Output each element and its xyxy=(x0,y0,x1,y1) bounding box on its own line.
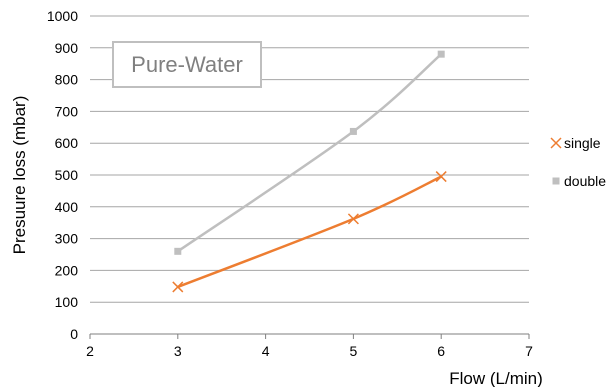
y-tick-label: 300 xyxy=(55,231,79,247)
series-line-double xyxy=(177,53,443,253)
y-tick-label: 0 xyxy=(70,326,78,342)
y-axis-label: Presuure loss (mbar) xyxy=(10,96,29,255)
y-tick-label: 500 xyxy=(55,167,79,183)
y-tick-label: 100 xyxy=(55,294,79,310)
y-tick-label: 900 xyxy=(55,40,79,56)
y-tick-label: 400 xyxy=(55,199,79,215)
legend-label-double: double xyxy=(564,173,606,189)
data-point-double xyxy=(437,50,445,58)
series-line-single xyxy=(177,175,442,289)
marker-stroke xyxy=(172,281,184,293)
x-tick-label: 4 xyxy=(262,343,270,359)
data-point-double xyxy=(349,127,357,135)
annotation-label: Pure-Water xyxy=(131,52,243,77)
marker-stroke xyxy=(347,213,359,225)
y-tick-label: 1000 xyxy=(47,8,78,24)
x-tick-labels: 2 3 4 5 6 7 xyxy=(86,343,533,359)
x-tick-label: 2 xyxy=(86,343,94,359)
x-tick-label: 6 xyxy=(437,343,445,359)
y-tick-label: 200 xyxy=(55,262,79,278)
y-tick-label: 800 xyxy=(55,72,79,88)
grid-lines xyxy=(89,15,530,339)
y-tick-label: 600 xyxy=(55,135,79,151)
x-tick-label: 7 xyxy=(525,343,533,359)
y-tick-label: 700 xyxy=(55,103,79,119)
series-layer xyxy=(172,50,447,293)
marker-stroke xyxy=(550,137,562,149)
legend-marker-single xyxy=(550,137,562,149)
legend-marker-double xyxy=(552,177,560,185)
data-point-double xyxy=(174,247,182,255)
legend-label-single: single xyxy=(564,135,601,151)
annotation-border xyxy=(112,41,262,88)
y-tick-labels: 0 100 200 300 400 500 600 700 800 900 1000 xyxy=(47,8,78,342)
data-point-single xyxy=(172,281,184,293)
annotation-box: Pure-Water xyxy=(112,41,262,88)
x-tick-label: 5 xyxy=(350,343,358,359)
marker-stroke xyxy=(435,171,447,183)
x-axis-label: Flow (L/min) xyxy=(449,369,543,387)
legend: single double xyxy=(550,135,606,189)
data-point-single xyxy=(435,171,447,183)
data-point-single xyxy=(347,213,359,225)
x-tick-label: 3 xyxy=(174,343,182,359)
